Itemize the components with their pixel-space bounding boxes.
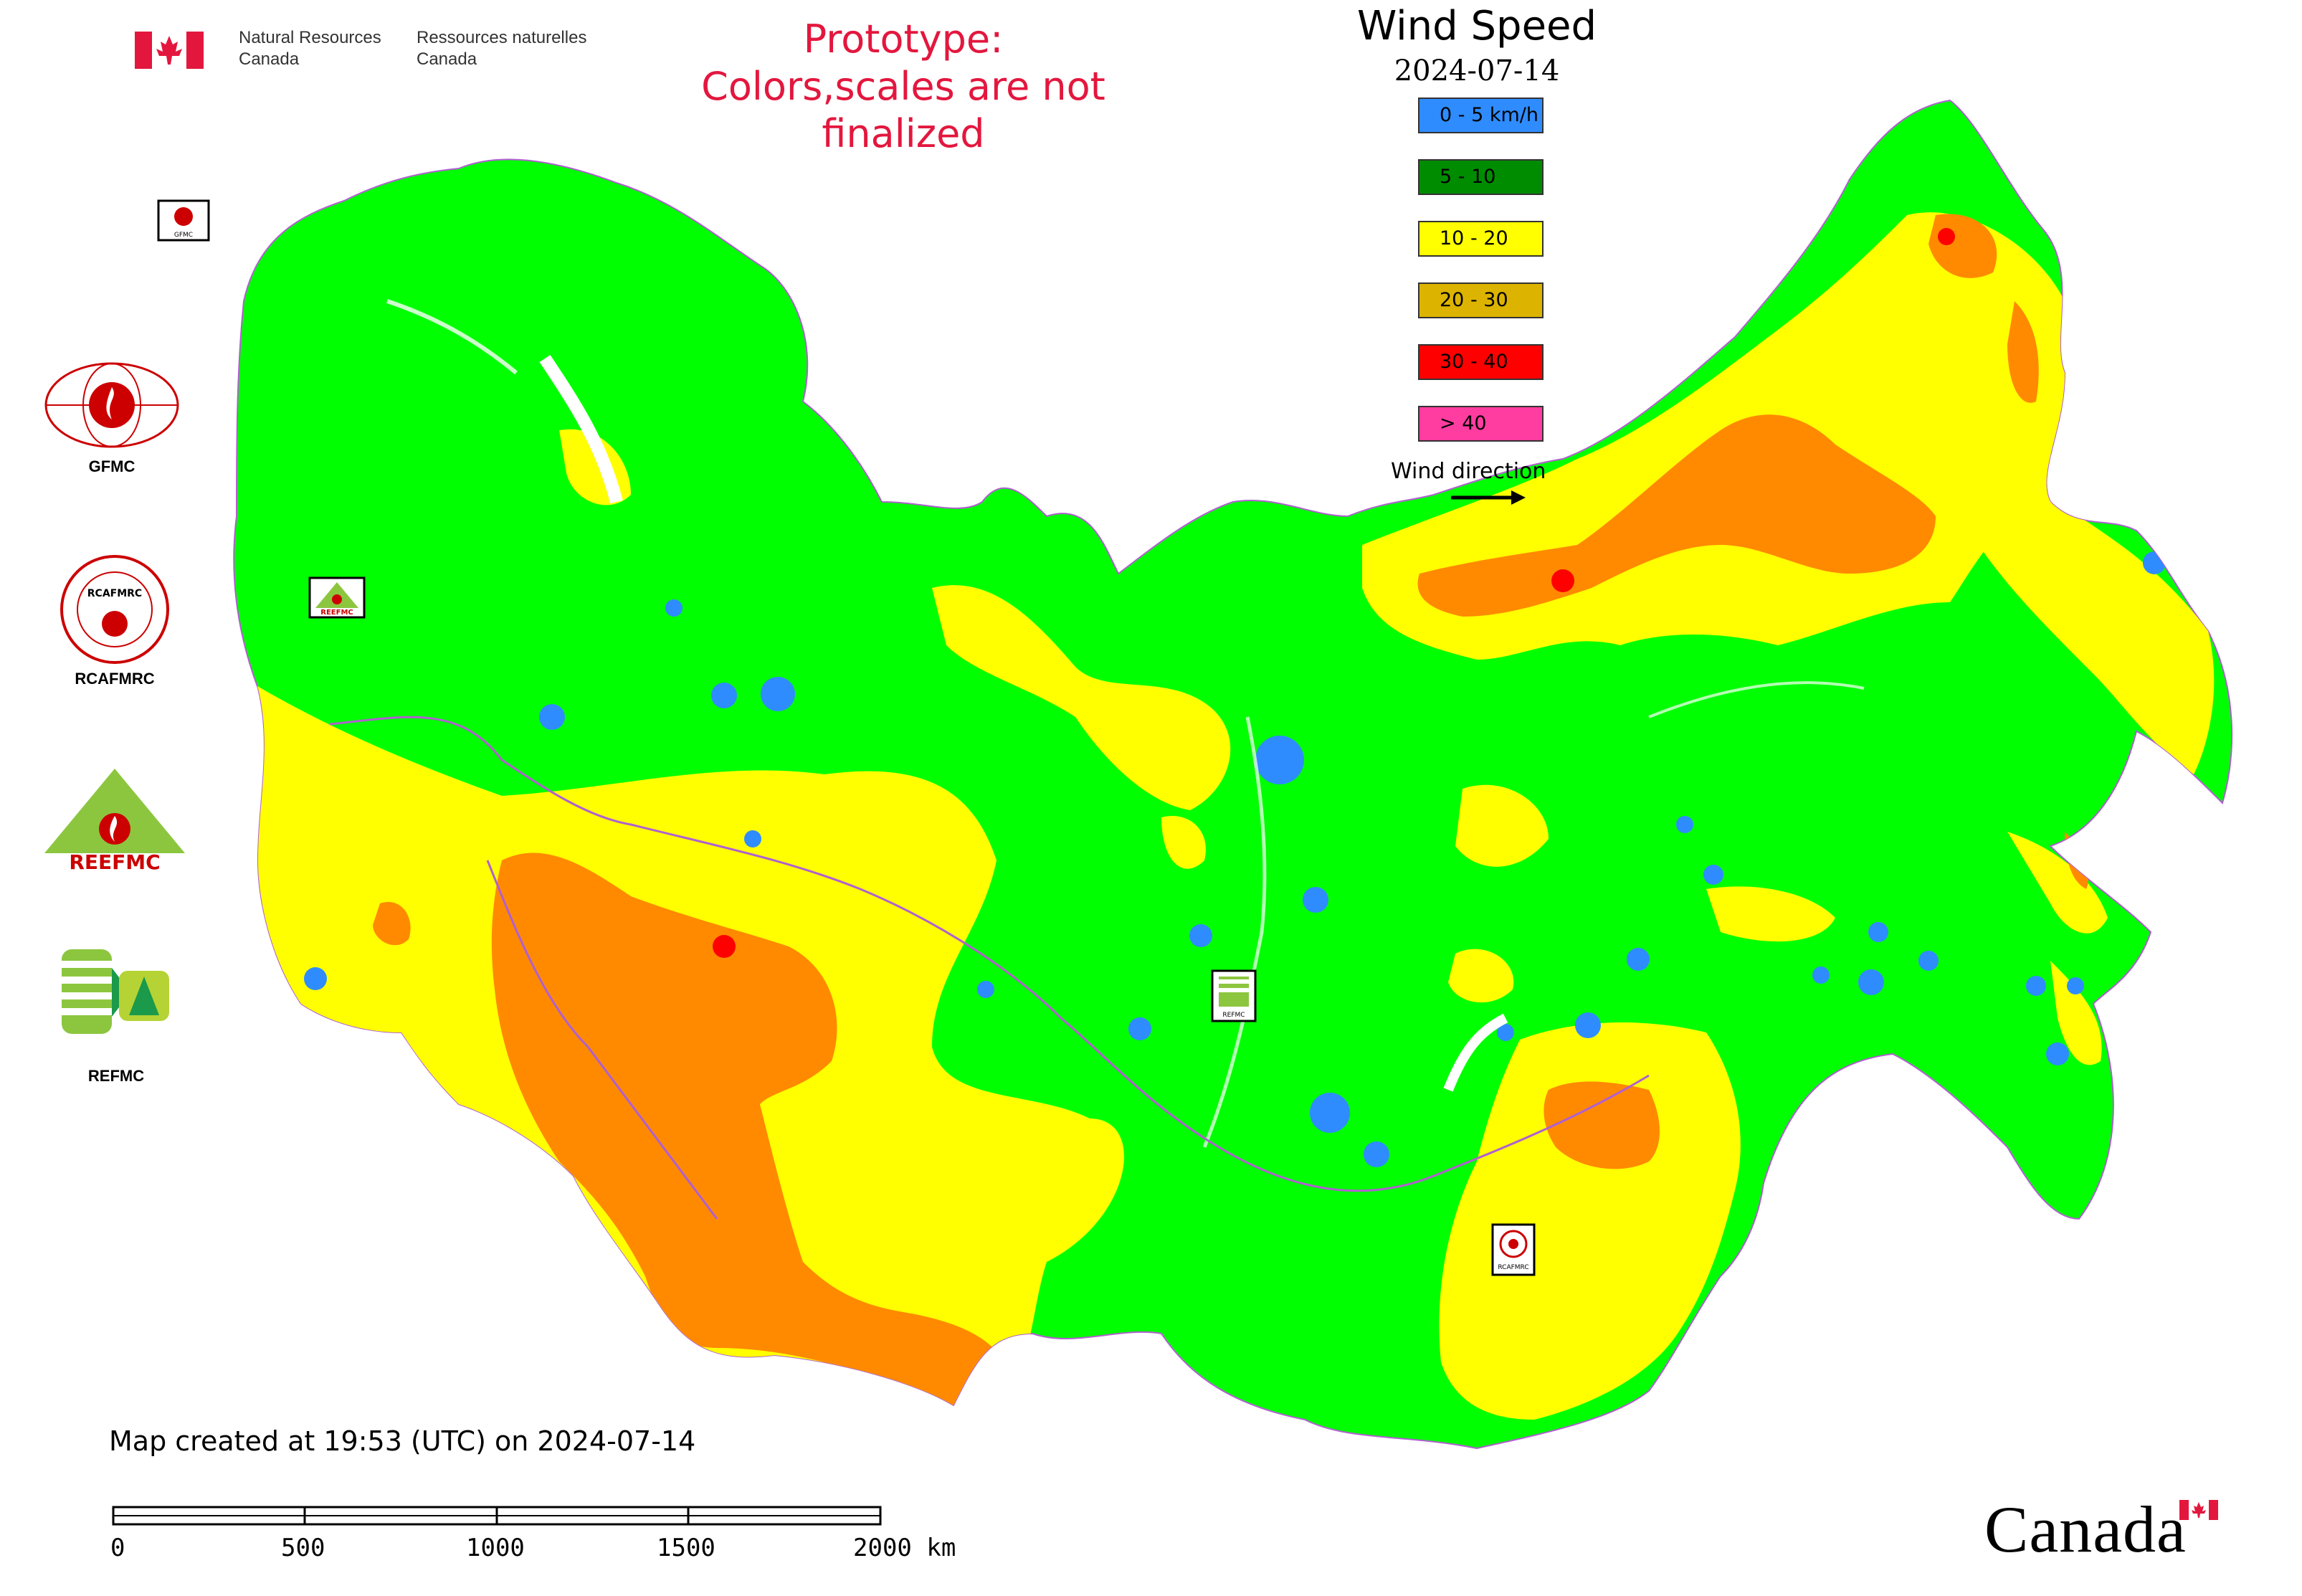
legend-item-10-20: 10 - 20 [1418,221,1544,257]
rcafmrc-logo-icon: RCAFMRC [60,555,169,664]
legend-title: Wind Speed [1356,3,1597,49]
svg-text:REEFMC: REEFMC [320,609,353,617]
legend-item-over-40: > 40 [1418,406,1544,442]
government-signature: Natural Resources Canada Ressources natu… [135,27,608,77]
svg-text:REFMC: REFMC [1222,1012,1245,1019]
gfmc-logo-icon [44,362,179,448]
scale-tick-500: 500 [281,1534,325,1562]
legend: 0 - 5 km/h 5 - 10 10 - 20 20 - 30 30 - 4… [1418,98,1544,467]
legend-item-30-40: 30 - 40 [1418,344,1544,380]
map-marker-rcafmrc[interactable]: RCAFMRC [1491,1223,1536,1276]
legend-item-5-10: 5 - 10 [1418,159,1544,195]
canada-flag-icon [135,32,204,69]
map-marker-gfmc[interactable]: GFMC [157,199,210,242]
svg-text:RCAFMRC: RCAFMRC [1498,1264,1528,1271]
scale-tick-0: 0 [110,1534,125,1562]
department-name-en: Natural Resources Canada [239,28,381,69]
svg-text:GFMC: GFMC [174,232,193,239]
scale-tick-1500: 1500 [657,1534,715,1562]
department-name-fr: Ressources naturelles Canada [417,28,587,69]
legend-item-20-30: 20 - 30 [1418,282,1544,318]
map-created-timestamp: Map created at 19:53 (UTC) on 2024-07-14 [109,1425,696,1457]
prototype-notice: Prototype: Colors,scales are not finaliz… [701,16,1105,156]
svg-text:REEFMC: REEFMC [69,850,160,873]
map-marker-reefmc[interactable]: REEFMC [308,576,366,619]
refmc-caption: REFMC [87,1067,145,1085]
refmc-logo-icon [62,949,169,1034]
legend-date: 2024-07-14 [1394,54,1560,87]
reefmc-logo-icon: REEFMC [44,769,185,873]
canada-wordmark: Canada [1984,1493,2187,1566]
map-marker-refmc[interactable]: REFMC [1211,969,1257,1022]
scale-tick-2000: 2000 km [853,1534,956,1562]
wind-direction-arrow-icon [1451,490,1526,505]
scale-tick-1000: 1000 [466,1534,525,1562]
scale-bar: 0 500 1000 1500 2000 km [110,1506,956,1562]
legend-item-0-5: 0 - 5 km/h [1418,98,1544,133]
wind-direction-label: Wind direction [1391,459,1546,484]
rcafmrc-caption: RCAFMRC [75,670,155,688]
svg-text:RCAFMRC: RCAFMRC [87,588,142,599]
gfmc-caption: GFMC [88,457,135,475]
canada-wordmark-flag-icon [2179,1500,2218,1520]
